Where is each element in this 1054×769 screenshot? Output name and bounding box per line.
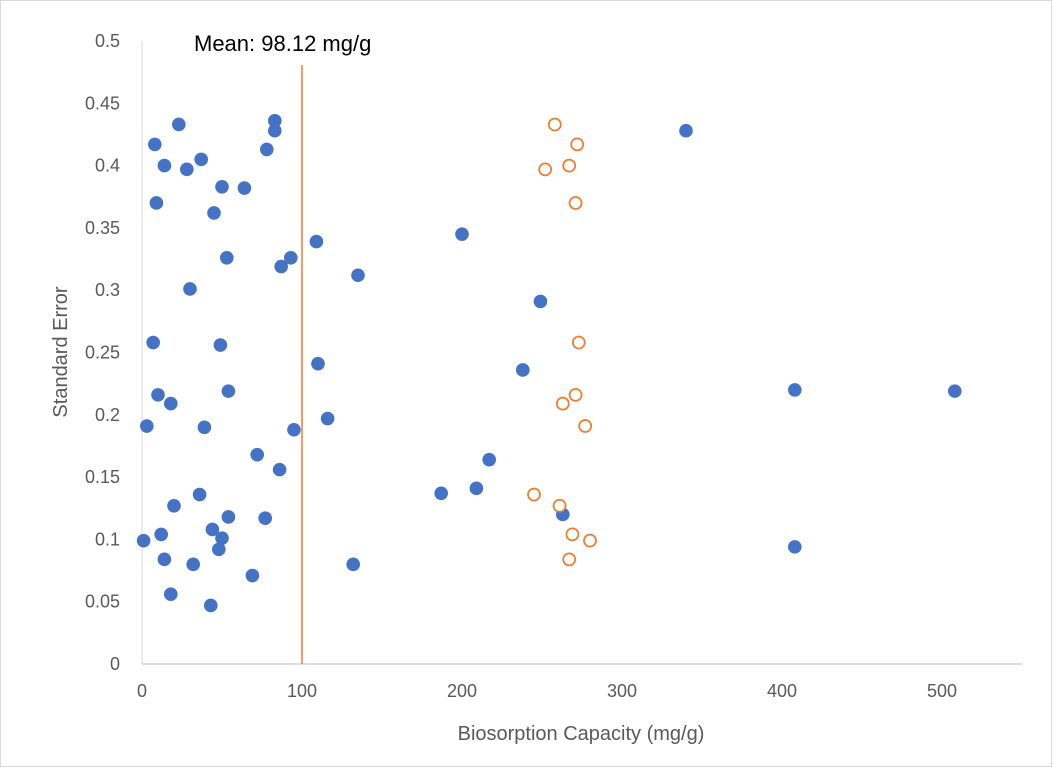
filled-data-point [516, 363, 530, 377]
filled-data-point [250, 447, 264, 462]
filled-data-point [351, 268, 365, 283]
x-axis-title: Biosorption Capacity (mg/g) [458, 723, 705, 745]
filled-data-point [192, 487, 207, 502]
filled-data-point [237, 181, 252, 195]
y-tick-label: 0.05 [85, 592, 120, 612]
y-tick-label: 0.45 [85, 93, 120, 113]
y-tick-label: 0 [110, 654, 120, 674]
filled-data-point [154, 527, 168, 542]
filled-data-point [157, 552, 172, 567]
x-tick-label: 300 [607, 681, 637, 701]
filled-data-point [140, 419, 154, 433]
filled-data-point [146, 335, 160, 350]
filled-data-point [482, 452, 497, 467]
x-tick-label: 500 [927, 681, 957, 701]
filled-data-point [149, 196, 164, 210]
filled-data-point [260, 142, 274, 157]
mean-line-label: Mean: 98.12 mg/g [194, 31, 371, 56]
filled-data-point [948, 384, 962, 398]
filled-data-point [215, 531, 229, 545]
filled-data-point [272, 462, 287, 477]
filled-data-point [320, 411, 335, 426]
hollow-data-point [568, 387, 583, 402]
filled-data-point [183, 282, 197, 296]
filled-data-point [346, 557, 361, 572]
filled-data-point [148, 137, 162, 152]
filled-data-point [309, 234, 324, 249]
hollow-data-point [571, 335, 586, 350]
hollow-data-point [578, 419, 593, 433]
filled-data-point [205, 522, 220, 537]
filled-data-point [245, 568, 260, 583]
filled-data-point [268, 123, 282, 138]
filled-data-point [258, 511, 273, 526]
x-tick-label: 0 [137, 681, 147, 701]
filled-data-point [268, 113, 282, 128]
filled-data-point [434, 486, 449, 501]
filled-data-point [213, 338, 228, 352]
filled-data-point [151, 388, 165, 402]
filled-data-point [207, 206, 221, 220]
filled-data-point [215, 179, 229, 194]
x-tick-label: 400 [767, 681, 797, 701]
filled-data-point [212, 542, 226, 557]
y-tick-label: 0.3 [95, 280, 120, 300]
y-tick-label: 0.2 [95, 405, 120, 425]
hollow-data-point [552, 498, 567, 513]
hollow-data-point [568, 196, 583, 210]
hollow-data-point [562, 552, 577, 567]
y-tick-label: 0.25 [85, 343, 120, 363]
hollow-data-point [555, 396, 570, 411]
filled-data-point [311, 356, 325, 371]
filled-data-point [157, 158, 172, 173]
filled-data-point [204, 598, 218, 613]
filled-data-point [221, 384, 236, 398]
filled-data-point [164, 396, 178, 411]
hollow-data-point [547, 117, 562, 132]
filled-data-point [172, 117, 186, 132]
y-tick-label: 0.5 [95, 31, 120, 51]
filled-data-point [164, 587, 178, 602]
filled-data-point [274, 259, 289, 274]
filled-data-point [220, 251, 234, 265]
filled-data-point [221, 510, 236, 524]
y-tick-label: 0.15 [85, 467, 120, 487]
y-tick-label: 0.1 [95, 529, 120, 549]
filled-data-point [186, 557, 200, 572]
hollow-data-point [565, 527, 580, 542]
filled-data-point [455, 227, 469, 241]
hollow-data-point [570, 137, 585, 152]
hollow-data-point [583, 533, 597, 548]
filled-data-point [533, 294, 548, 309]
x-tick-label: 100 [287, 681, 317, 701]
filled-data-point [788, 383, 802, 397]
filled-data-point [167, 498, 181, 513]
filled-data-point [194, 152, 208, 167]
filled-data-point [788, 540, 802, 554]
y-tick-label: 0.35 [85, 218, 120, 238]
filled-data-point [284, 251, 298, 265]
filled-data-point [197, 420, 212, 435]
y-axis-title: Standard Error [50, 286, 72, 418]
y-tick-label: 0.4 [95, 156, 120, 176]
filled-data-point [679, 123, 693, 138]
filled-data-point [469, 481, 484, 496]
filled-data-point [287, 422, 301, 437]
plot-area: 0 0.05 0.1 0.15 0.2 0.25 0.3 0.35 0.4 0.45 0.5 0 100… [85, 31, 1022, 701]
filled-data-point [180, 162, 194, 177]
filled-data-point [136, 533, 151, 548]
x-tick-label: 200 [447, 681, 477, 701]
hollow-data-point [538, 162, 553, 177]
hollow-data-point [562, 158, 577, 173]
hollow-data-point [527, 487, 541, 502]
